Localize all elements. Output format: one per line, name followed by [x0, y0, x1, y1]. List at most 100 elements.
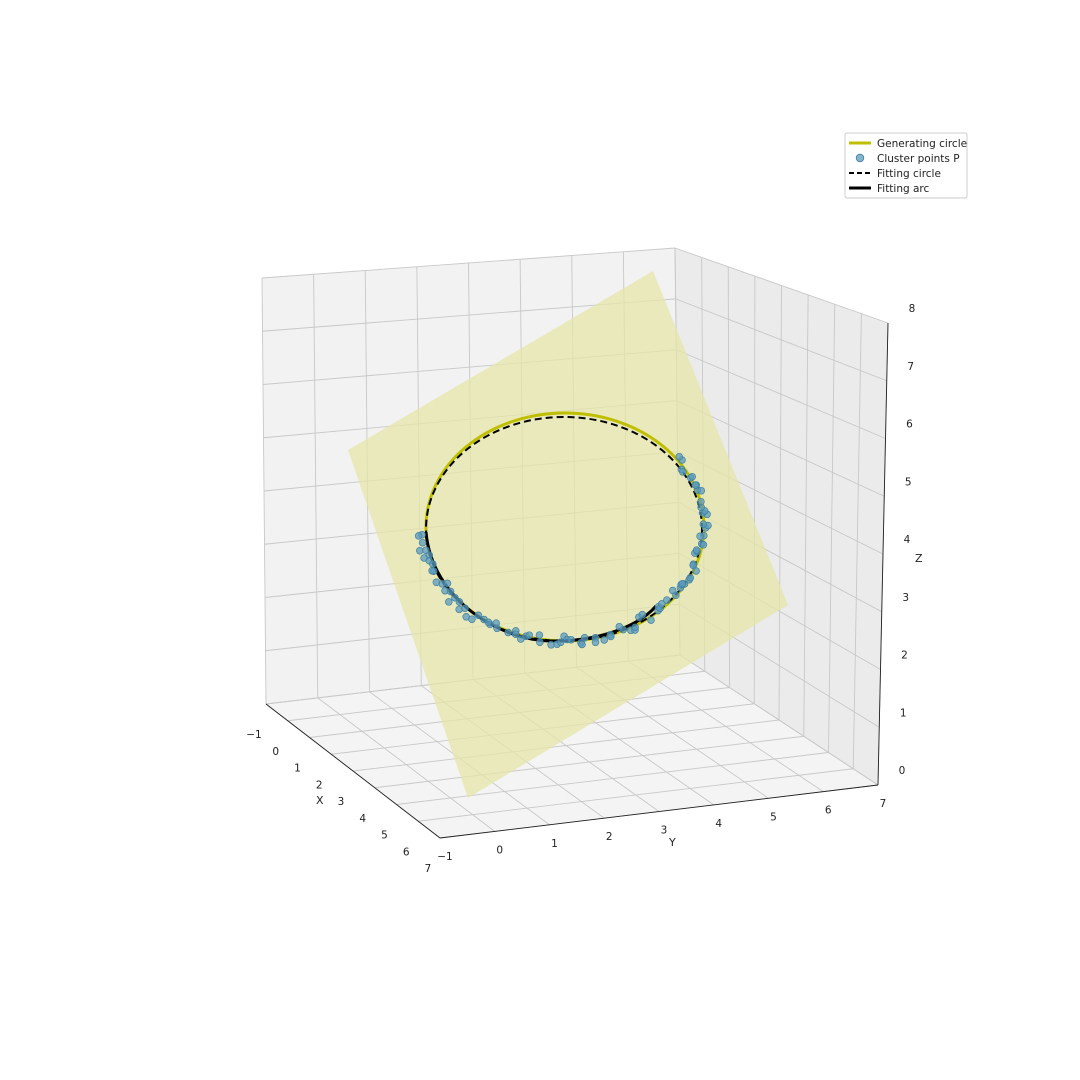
gridline-z-back	[261, 247, 676, 279]
cluster-point	[428, 567, 436, 575]
cluster-point	[455, 598, 464, 606]
fitting-circle	[425, 416, 703, 642]
cluster-point	[580, 634, 589, 642]
cluster-point	[663, 596, 671, 604]
cluster-point	[699, 541, 708, 549]
y-tick-label: 1	[551, 838, 558, 850]
cluster-point	[556, 638, 565, 647]
cluster-point	[567, 635, 575, 644]
x-tick-label: 0	[272, 746, 279, 758]
cluster-point	[688, 472, 696, 481]
cluster-point	[443, 579, 452, 588]
z-axis-label: Z	[915, 552, 923, 565]
cluster-point	[692, 546, 701, 554]
gridline-x-floor	[418, 768, 854, 822]
gridline-z-side	[679, 654, 879, 786]
cluster-points	[414, 452, 712, 649]
z-axis-line	[877, 322, 889, 786]
cluster-point	[535, 631, 544, 639]
cluster-point	[474, 611, 483, 620]
tick-labels: −1 0 1 2 3 4 5 6 7 −1 0 1 2 3 4 5 6 7 0 1 2 3 4 5 6 7 8	[246, 303, 915, 875]
z-tick-label: 0	[899, 765, 906, 777]
cluster-point	[511, 630, 520, 638]
cluster-point	[647, 616, 655, 624]
y-tick-label: 5	[770, 811, 777, 823]
gridline-z-side	[675, 298, 887, 382]
x-tick-label: 6	[403, 846, 410, 858]
legend-label-generating-circle: Generating circle	[877, 138, 967, 150]
legend-label-cluster-points: Cluster points P	[877, 153, 960, 165]
z-tick-label: 7	[907, 361, 914, 373]
cluster-point	[451, 593, 459, 602]
x-axis-line	[265, 703, 441, 839]
cluster-point	[638, 610, 647, 619]
y-axis-line	[439, 784, 879, 839]
cluster-point	[679, 468, 687, 476]
cluster-point	[578, 640, 586, 649]
gridline-z-side	[676, 349, 886, 439]
cluster-point	[525, 631, 534, 639]
x-tick-label: 5	[381, 830, 388, 842]
cluster-point	[689, 561, 697, 570]
y-tick-label: 7	[880, 798, 887, 810]
cluster-point	[696, 532, 704, 540]
x-tick-label: 1	[294, 763, 301, 775]
cluster-point	[607, 632, 615, 641]
fitted-plane	[348, 271, 788, 798]
y-tick-label: −1	[437, 851, 452, 863]
cluster-point	[631, 623, 639, 632]
cluster-point	[414, 532, 423, 540]
cluster-point	[461, 604, 469, 612]
z-tick-label: 3	[902, 592, 909, 604]
cluster-point	[493, 624, 501, 633]
z-tick-label: 5	[905, 476, 912, 488]
cluster-point	[418, 538, 427, 547]
cluster-point	[484, 618, 493, 627]
cluster-point	[697, 497, 705, 506]
cluster-point	[668, 586, 677, 595]
cluster-point	[416, 546, 424, 555]
cluster-point	[678, 579, 687, 588]
cluster-point	[697, 486, 706, 495]
gridline-z-side	[674, 247, 889, 324]
z-tick-label: 1	[900, 707, 907, 719]
cluster-point	[600, 636, 608, 644]
x-tick-label: −1	[246, 729, 261, 741]
y-tick-label: 3	[661, 825, 668, 837]
cluster-point	[691, 481, 700, 489]
z-tick-label: 2	[901, 650, 908, 662]
axis-lines	[265, 322, 889, 839]
z-tick-label: 6	[906, 419, 913, 431]
y-tick-label: 0	[496, 844, 503, 856]
y-tick-label: 4	[715, 818, 722, 830]
cluster-point	[432, 578, 441, 587]
cluster-point	[657, 600, 666, 608]
cluster-point	[468, 615, 476, 623]
z-tick-label: 4	[904, 534, 911, 546]
cluster-point	[699, 520, 708, 528]
cluster-point	[446, 587, 455, 596]
x-tick-label: 3	[338, 796, 345, 808]
cluster-point	[429, 560, 437, 568]
legend-label-fitting-arc: Fitting arc	[877, 183, 930, 195]
legend-label-fitting-circle: Fitting circle	[877, 168, 941, 180]
x-tick-label: 7	[425, 863, 432, 875]
cluster-point	[615, 622, 624, 631]
y-axis-label: Y	[668, 836, 676, 849]
cluster-point	[686, 574, 695, 582]
x-tick-label: 4	[359, 813, 366, 825]
cluster-point	[536, 638, 544, 646]
legend: Generating circle Cluster points P Fitti…	[844, 132, 968, 199]
y-tick-label: 6	[825, 805, 832, 817]
x-tick-label: 2	[316, 779, 323, 791]
cluster-point	[504, 628, 512, 637]
cluster-point	[675, 452, 683, 461]
floor-pane-xy	[266, 655, 878, 838]
cluster-point	[445, 598, 453, 606]
gridline-x-floor	[352, 719, 780, 772]
y-tick-label: 2	[606, 831, 613, 843]
gridline-x-floor	[374, 735, 804, 789]
cluster-point	[591, 638, 600, 647]
x-axis-label: X	[316, 794, 324, 807]
